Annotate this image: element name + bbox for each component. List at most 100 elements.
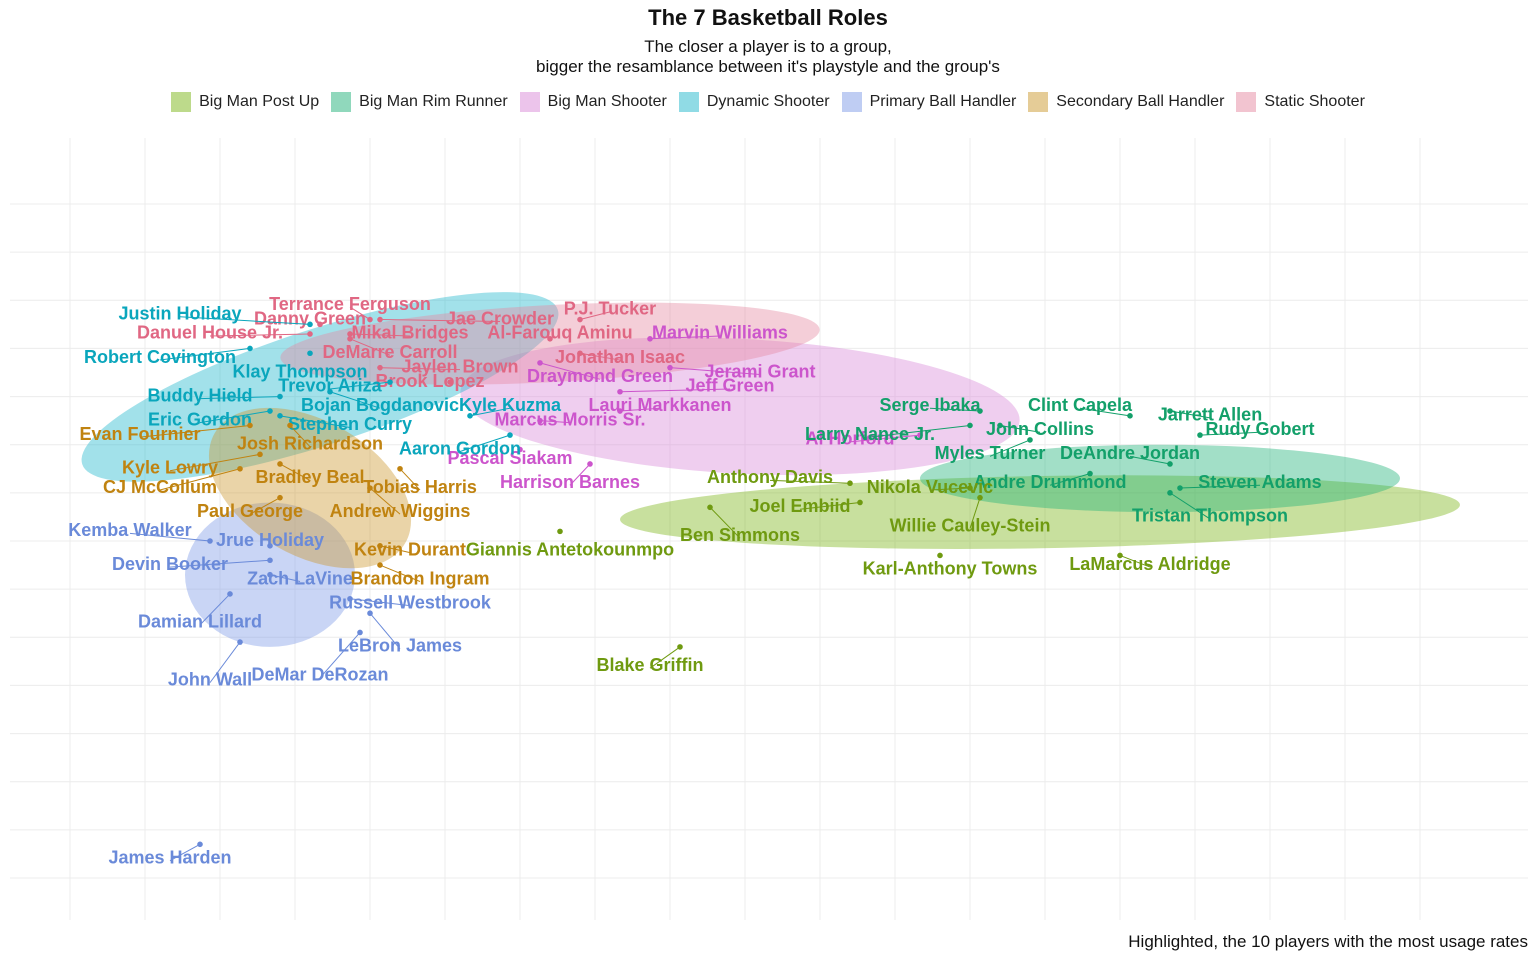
point-anthony-davis (847, 480, 853, 487)
point-klay-thompson (307, 350, 313, 357)
point-evan-fournier (247, 422, 253, 429)
label-demar-derozan: DeMar DeRozan (251, 665, 388, 685)
label-connector (329, 391, 381, 409)
label-mikal-bridges: Mikal Bridges (351, 323, 468, 343)
label-myles-turner: Myles Turner (935, 443, 1046, 463)
point-demar-derozan (357, 629, 363, 636)
label-jarrett-allen: Jarrett Allen (1158, 405, 1262, 425)
label-paul-george: Paul George (197, 501, 303, 521)
label-connector (369, 612, 401, 650)
point-damian-lillard (227, 591, 233, 597)
legend-item-big-man-shooter: Big Man Shooter (519, 92, 667, 112)
point-marvin-williams (647, 336, 653, 342)
label-andrew-wiggins: Andrew Wiggins (330, 501, 471, 521)
point-willie-cauley-stein (977, 494, 983, 501)
point-harrison-barnes (587, 461, 593, 467)
label-draymond-green: Draymond Green (527, 366, 673, 386)
label-connector (999, 424, 1041, 433)
point-lebron-james (367, 610, 373, 617)
label-john-wall: John Wall (168, 669, 252, 689)
label-karl-anthony-towns: Karl-Anthony Towns (863, 559, 1038, 579)
point-bradley-beal (277, 461, 283, 467)
point-steven-adams (1177, 485, 1183, 491)
label-connector (209, 333, 311, 337)
label-james-harden: James Harden (108, 847, 231, 867)
label-tristan-thompson: Tristan Thompson (1132, 506, 1288, 526)
point-mikal-bridges (347, 331, 353, 337)
label-jaylen-brown: Jaylen Brown (401, 356, 518, 376)
label-josh-richardson: Josh Richardson (237, 433, 383, 453)
point-serge-ibaka (977, 408, 983, 414)
point-brook-lopez (447, 379, 453, 385)
label-connector (379, 564, 421, 582)
label-devin-booker: Devin Booker (112, 554, 228, 574)
label-bradley-beal: Bradley Beal (255, 467, 364, 487)
label-connector (649, 335, 721, 340)
label-marvin-williams: Marvin Williams (652, 323, 788, 343)
label-kyle-lowry: Kyle Lowry (122, 458, 218, 478)
label-andre-drummond: Andre Drummond (974, 472, 1127, 492)
point-jeff-green (617, 388, 623, 395)
label-connector (169, 453, 261, 472)
point-nikola-vucevic (967, 485, 973, 491)
legend-item-big-man-post-up: Big Man Post Up (171, 92, 319, 112)
legend-item-big-man-rim-runner: Big Man Rim Runner (331, 92, 508, 112)
label-kemba-walker: Kemba Walker (68, 520, 191, 540)
label-connector (129, 532, 211, 542)
point-trevor-ariza (387, 379, 393, 385)
label-connector (379, 319, 501, 323)
label-connector (1169, 492, 1211, 520)
point-clint-capela (1127, 413, 1133, 419)
label-giannis-antetokounmpo: Giannis Antetokounmpo (466, 539, 674, 559)
label-aaron-gordon: Aaron Gordon (399, 438, 521, 458)
label-connector (159, 468, 241, 491)
label-connector (349, 306, 371, 320)
point-deandre-jordan (1167, 461, 1173, 467)
label-cj-mccollum: CJ McCollum (103, 477, 217, 497)
label-connector (1079, 407, 1131, 417)
point-lauri-markkanen (617, 408, 623, 414)
label-connector (249, 497, 281, 515)
point-jonathan-isaac (577, 350, 583, 357)
label-jerami-grant: Jerami Grant (704, 361, 815, 381)
label-connector (329, 381, 391, 390)
label-connector (199, 410, 271, 424)
label-connector (849, 434, 921, 443)
legend-label: Big Man Rim Runner (359, 93, 508, 110)
group-ellipses (81, 292, 1460, 647)
label-connector (469, 407, 511, 417)
ellipse-big-man-post-up (620, 475, 1460, 549)
label-connector (799, 501, 861, 510)
label-deandre-jordan: DeAndre Jordan (1060, 443, 1200, 463)
label-connector (969, 497, 981, 529)
label-terrance-ferguson: Terrance Ferguson (269, 294, 431, 314)
label-connector (399, 468, 421, 491)
legend-swatch (678, 92, 699, 112)
point-kevin-durant (377, 543, 383, 549)
legend-label: Dynamic Shooter (706, 93, 830, 110)
legend-label: Secondary Ball Handler (1056, 93, 1225, 110)
label-eric-gordon: Eric Gordon (148, 409, 252, 429)
label-lamarcus-aldridge: LaMarcus Aldridge (1069, 554, 1230, 574)
legend-swatch (331, 92, 352, 112)
point-russell-westbrook (347, 595, 353, 602)
point-joel-embiid (857, 499, 863, 506)
label-danuel-house-jr: Danuel House Jr. (137, 323, 283, 343)
label-connector (869, 424, 971, 438)
label-connector (989, 439, 1031, 457)
point-devin-booker (267, 557, 273, 564)
chart-subtitle-line-2: bigger the resamblance between it's play… (536, 57, 1000, 76)
point-danuel-house-jr (307, 331, 313, 337)
label-bojan-bogdanovic: Bojan Bogdanovic (301, 395, 459, 415)
gridlines (10, 138, 1528, 920)
point-kyle-kuzma (467, 413, 473, 419)
label-pascal-siakam: Pascal Siakam (447, 448, 572, 468)
label-p-j-tucker: P.J. Tucker (564, 299, 656, 319)
chart-title: The 7 Basketball Roles (648, 5, 888, 30)
point-marcus-morris-sr (537, 417, 543, 424)
label-connector (139, 424, 251, 438)
point-draymond-green (537, 360, 543, 366)
point-aaron-gordon (507, 432, 513, 438)
